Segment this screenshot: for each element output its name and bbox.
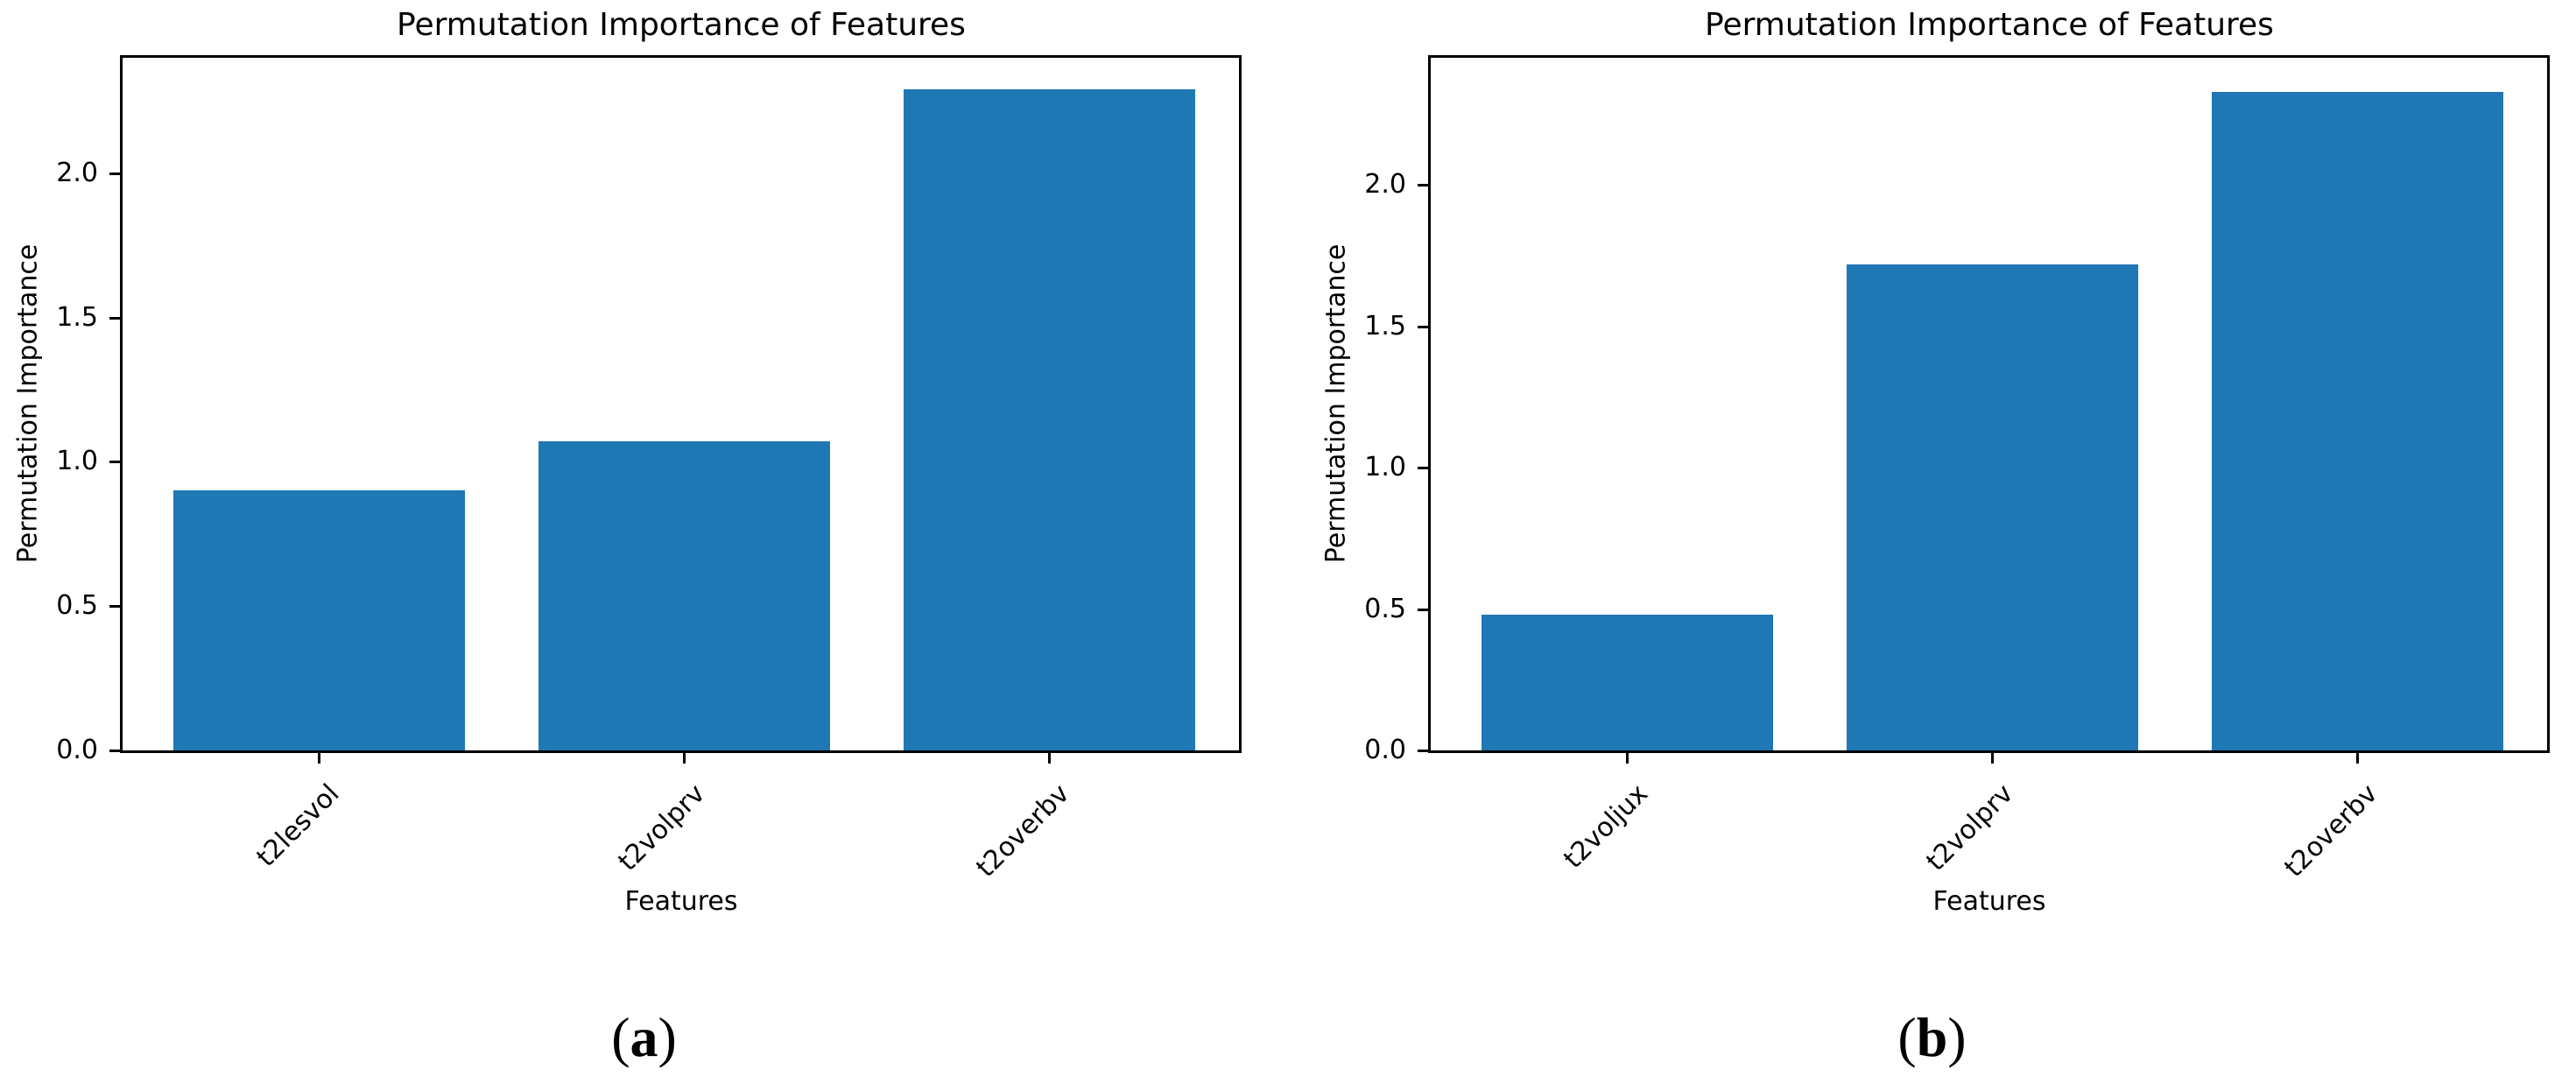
y-axis-label: Permutation Importance xyxy=(12,243,44,564)
bar-t2voljux xyxy=(1481,615,1773,750)
y-tick-mark xyxy=(109,316,120,320)
subfigure-b-caption: (b) xyxy=(1288,1005,2576,1070)
x-tick-label-t2volprv: t2volprv xyxy=(612,778,711,877)
bar-t2overbv xyxy=(903,89,1195,750)
x-tick-label-t2volprv: t2volprv xyxy=(1920,778,2019,877)
y-tick-mark xyxy=(109,750,120,752)
y-tick-mark xyxy=(1418,750,1428,752)
bar-t2volprv xyxy=(1846,264,2138,750)
y-tick-label: 1.5 xyxy=(1364,310,1406,341)
y-tick-mark xyxy=(1418,608,1428,611)
caption-paren-close: ) xyxy=(1947,1006,1967,1068)
caption-paren-close: ) xyxy=(658,1006,677,1068)
x-tick-mark xyxy=(318,753,320,764)
y-tick-label: 1.0 xyxy=(56,446,98,477)
y-tick-label: 1.0 xyxy=(1364,452,1406,483)
y-tick-label: 0.5 xyxy=(1364,593,1406,624)
plot-area: t2voljux t2volprv t2overbv 0.0 0.5 1.0 1.5 2.0 xyxy=(1364,55,2550,883)
y-tick-mark xyxy=(109,172,120,175)
bar-t2volprv xyxy=(538,441,830,750)
x-tick-mark xyxy=(1626,753,1629,764)
caption-letter: b xyxy=(1916,1006,1948,1068)
y-tick-mark xyxy=(109,605,120,609)
y-tick-mark xyxy=(109,461,120,464)
y-tick-label: 0.5 xyxy=(56,590,98,622)
subfigure-a-caption: (a) xyxy=(0,1005,1288,1070)
y-tick-label: 0.0 xyxy=(1364,735,1406,765)
x-tick-label-t2overbv: t2overbv xyxy=(970,778,1076,883)
bar-t2overbv xyxy=(2211,92,2503,750)
y-tick-mark xyxy=(1418,325,1428,328)
x-tick-mark xyxy=(2356,753,2359,764)
y-tick-mark xyxy=(1418,467,1428,470)
x-tick-label-t2voljux: t2voljux xyxy=(1557,778,1654,875)
x-tick-mark xyxy=(1991,753,1994,764)
x-tick-mark xyxy=(1048,753,1051,764)
x-tick-label-t2lesvol: t2lesvol xyxy=(250,778,346,873)
chart-title: Permutation Importance of Features xyxy=(397,7,966,43)
y-tick-label: 2.0 xyxy=(1364,169,1406,201)
chart-title: Permutation Importance of Features xyxy=(1705,7,2274,43)
y-tick-label: 0.0 xyxy=(56,735,98,765)
subfigure-a: Permutation Importance of Features Permu… xyxy=(0,7,1288,1070)
caption-letter: a xyxy=(630,1006,658,1068)
caption-paren-open: ( xyxy=(611,1006,630,1068)
x-tick-label-t2overbv: t2overbv xyxy=(2278,778,2384,883)
bar-t2lesvol xyxy=(172,490,465,750)
x-axis-label: Features xyxy=(624,886,738,917)
plot-area: t2lesvol t2volprv t2overbv 0.0 0.5 1.0 1.5 2.0 xyxy=(56,55,1242,883)
caption-paren-open: ( xyxy=(1897,1006,1917,1068)
y-tick-label: 1.5 xyxy=(56,301,98,333)
y-axis-label: Permutation Importance xyxy=(1320,243,1352,564)
x-axis-label: Features xyxy=(1932,886,2046,917)
subfigure-b: Permutation Importance of Features Permu… xyxy=(1288,0,2576,1084)
y-tick-mark xyxy=(1418,184,1428,187)
y-tick-label: 2.0 xyxy=(56,157,98,188)
x-tick-mark xyxy=(683,753,686,764)
